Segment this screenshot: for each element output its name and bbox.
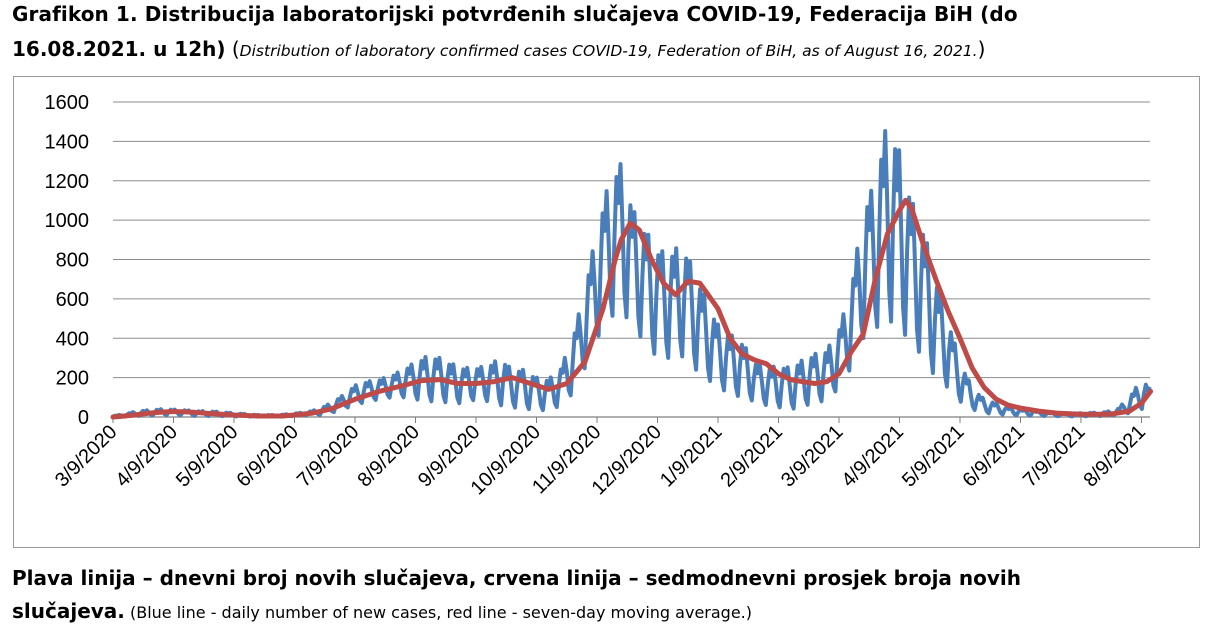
x-tick-label: 8/9/2021 bbox=[1079, 421, 1150, 492]
x-tick-label: 5/9/2020 bbox=[172, 421, 243, 492]
caption-line-2: slučajeva. (Blue line - daily number of … bbox=[12, 599, 752, 623]
chart-frame: 0 200 400 600 800 1000 1200 1400 1600 3/9/2020 4/… bbox=[13, 76, 1200, 548]
y-tick-label: 600 bbox=[56, 289, 89, 311]
x-tick-label: 5/9/2021 bbox=[898, 421, 969, 492]
caption-line-1: Plava linija – dnevni broj novih slučaje… bbox=[12, 566, 1022, 590]
x-tick-label: 6/9/2021 bbox=[958, 421, 1029, 492]
title-paren-open: ( bbox=[225, 37, 240, 61]
x-tick-label: 7/9/2020 bbox=[293, 421, 364, 492]
y-tick-label: 1600 bbox=[45, 92, 90, 114]
x-tick-label: 2/9/2021 bbox=[716, 421, 787, 492]
gridlines bbox=[113, 101, 1150, 418]
series bbox=[110, 129, 1154, 420]
y-axis-ticks: 0 200 400 600 800 1000 1200 1400 1600 bbox=[45, 92, 90, 429]
seven-day-average-line bbox=[110, 197, 1154, 420]
x-tick-label: 7/9/2021 bbox=[1019, 421, 1090, 492]
x-tick-label: 3/9/2020 bbox=[51, 421, 122, 492]
x-tick-label: 3/9/2021 bbox=[777, 421, 848, 492]
x-tick-label: 8/9/2020 bbox=[353, 421, 424, 492]
title-english: Distribution of laboratory confirmed cas… bbox=[239, 42, 978, 60]
y-tick-label: 1400 bbox=[45, 131, 90, 153]
y-tick-label: 400 bbox=[56, 328, 89, 350]
title-line-2: 16.08.2021. u 12h) (Distribution of labo… bbox=[12, 37, 985, 61]
x-tick-label: 1/9/2021 bbox=[656, 421, 727, 492]
daily-cases-line bbox=[112, 129, 1152, 419]
x-tick-label: 6/9/2020 bbox=[232, 421, 303, 492]
title-paren-close: ) bbox=[977, 37, 986, 61]
y-tick-label: 1000 bbox=[45, 210, 90, 232]
title-date: 16.08.2021. u 12h) bbox=[12, 37, 226, 61]
x-axis-ticks: 3/9/20204/9/20205/9/20206/9/20207/9/2020… bbox=[51, 417, 1150, 499]
y-tick-label: 200 bbox=[56, 368, 89, 390]
y-tick-label: 0 bbox=[78, 407, 89, 429]
x-tick-label: 4/9/2020 bbox=[111, 421, 182, 492]
title-line-1: Grafikon 1. Distribucija laboratorijski … bbox=[12, 2, 1018, 26]
y-tick-label: 800 bbox=[56, 250, 89, 272]
y-tick-label: 1200 bbox=[45, 171, 90, 193]
caption-english: (Blue line - daily number of new cases, … bbox=[124, 603, 752, 622]
caption-bold-word: slučajeva. bbox=[12, 599, 125, 623]
x-tick-label: 4/9/2021 bbox=[837, 421, 908, 492]
